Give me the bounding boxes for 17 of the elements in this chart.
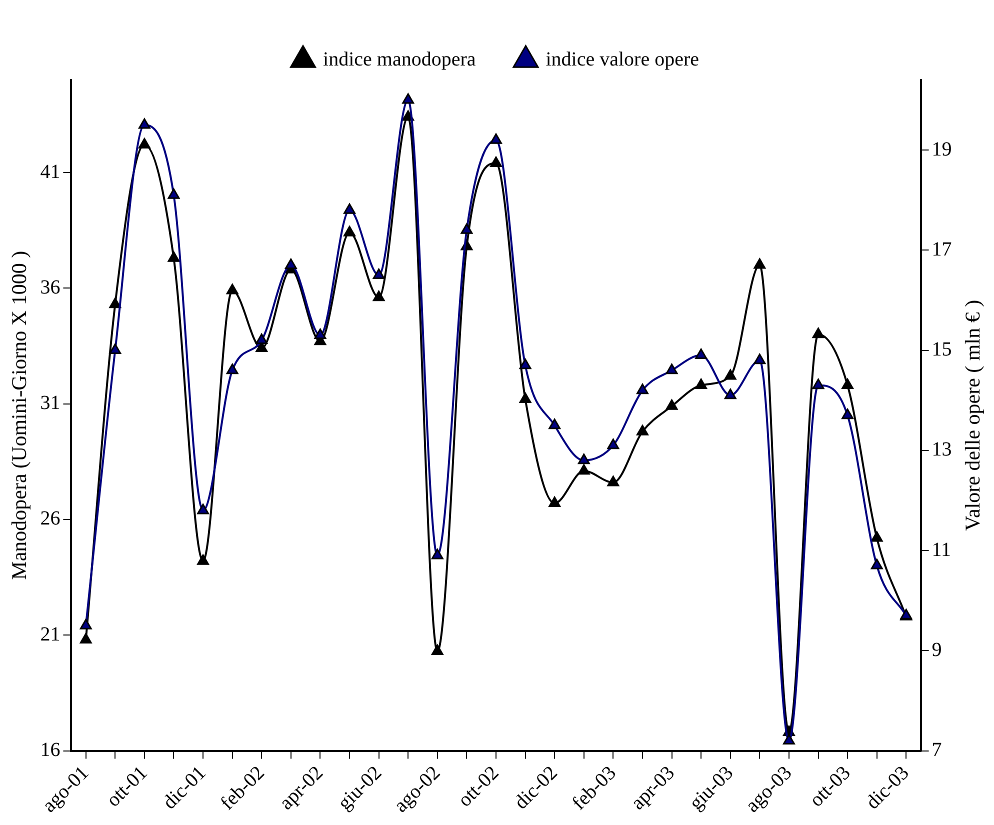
y-tick-label: 16 <box>40 739 60 762</box>
y2-tick-label: 11 <box>932 538 952 561</box>
y2-axis-title: Valore delle opere ( mln € ) <box>960 300 985 531</box>
legend-label: indice manodopera <box>323 48 476 70</box>
y-axis-title: Manodopera (Uomini-Giorno X 1000 ) <box>7 250 32 580</box>
y-tick-label: 36 <box>40 276 60 298</box>
y2-tick-label: 7 <box>932 739 942 762</box>
y2-tick-label: 9 <box>932 638 942 661</box>
y2-tick-label: 19 <box>932 138 952 160</box>
y-tick-label: 26 <box>40 508 60 530</box>
y-tick-label: 31 <box>40 392 60 414</box>
legend-label: indice valore opere <box>546 48 700 70</box>
y2-tick-label: 17 <box>932 238 952 260</box>
y2-tick-label: 15 <box>932 338 952 361</box>
y2-tick-label: 13 <box>932 438 952 461</box>
y-tick-label: 21 <box>40 623 60 646</box>
y-tick-label: 41 <box>40 160 60 183</box>
